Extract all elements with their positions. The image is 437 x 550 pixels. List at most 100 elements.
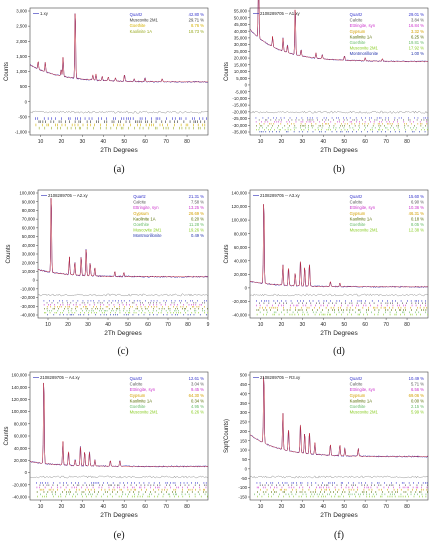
y-tick-label: 160,000 [11,373,27,378]
legend-phase-name: Muscovite 2M1 [350,410,379,415]
x-tick-label: 20 [279,504,285,510]
legend-phase-name: Kaolinite 1A [350,398,373,403]
legend-phase-value: 6.90 % [411,200,424,205]
legend-phase-name: Goethite [130,404,147,409]
legend-phase-value: 15.60 % [409,194,425,199]
y-tick-label: 90,000 [22,199,36,204]
legend-phase-value: 29.01 % [409,12,425,17]
legend-phase-value: 3.32 % [411,29,424,34]
legend-phase-name: Gypsum [350,29,366,34]
subfigure-label: (d) [333,346,345,357]
y-tick-label: -30,000 [232,123,247,128]
y-tick-label: 120,000 [11,397,27,402]
legend-phase-value: 69.06 % [409,393,425,398]
legend-phase-value: 42.80 % [189,12,205,17]
legend-title: 2108289705 -- A3.xy [260,193,301,198]
y-tick-label: 40,000 [234,29,248,34]
y-tick-label: -20,000 [232,109,247,114]
xrd-panel: 100,000 90,000 80,000 70,000 60,000 50,000 40,… [6,189,210,357]
x-tick-label: 20 [279,139,285,145]
x-tick-label: 10 [258,139,264,145]
y-tick-label: 0 [25,470,28,475]
y-tick-label: 80,000 [234,231,248,236]
legend-phase-value: 9.45 % [191,387,204,392]
legend-phase-value: 8.05 % [411,222,424,227]
legend-phase-value: 0.49 % [191,233,204,238]
y-tick-label: 400 [240,391,248,396]
x-tick-label: 40 [105,322,111,328]
y-tick-label: 100,000 [231,218,247,223]
legend-phase-name: Kaolinite 1A [130,398,153,403]
x-axis-title: 2Th Degrees [320,147,358,154]
x-axis-title: 2Th Degrees [100,147,138,154]
plot-frame [249,189,429,319]
legend-phase-name: Quartz [350,194,363,199]
y-tick-label: -30,000 [20,304,35,309]
legend-phase-value: 6.56 % [411,387,424,392]
x-tick-label: 30 [300,504,306,510]
y-tick-label: 1,500 [16,54,27,59]
x-tick-label: 70 [165,322,171,328]
y-tick-label: -15,000 [232,103,247,108]
legend-phase-value: 64.30 % [189,393,205,398]
y-tick-label: -10,000 [232,96,247,101]
y-tick-label: -20,000 [20,295,35,300]
legend-phase-value: 8.76 % [191,23,204,28]
legend-title: 2108289705 -- R3.xy [260,375,301,380]
x-tick-label: 60 [145,322,151,328]
legend-phase-value: 5.99 % [411,410,424,415]
legend-phase-value: 18.73 % [189,29,205,34]
y-axis-title: Counts [4,426,10,445]
x-tick-label: 40 [321,322,327,328]
y-tick-label: 20,000 [234,56,248,61]
legend-phase-name: Goethite [350,222,367,227]
legend-phase-name: Quartz [130,376,143,381]
legend-phase-name: Montmorillonite [350,51,379,56]
legend-title: 2108289705 -- A1.xy [260,11,301,16]
difference-curve [29,110,209,114]
y-tick-label: -40,000 [20,313,35,318]
y-tick-label: 20,000 [234,272,248,277]
legend-phase-name: Gypsum [133,211,149,216]
y-tick-label: 60,000 [234,245,248,250]
y-tick-label: 50,000 [234,15,248,20]
x-axis-title: 2Th Degrees [320,330,358,337]
x-tick-label: 10 [258,322,264,328]
legend-phase-value: 0.34 % [191,398,204,403]
y-tick-label: 0 [245,83,248,88]
y-tick-label: -150 [238,495,247,500]
legend-phase-name: Quartz [350,376,363,381]
x-tick-label: 80 [185,322,191,328]
legend-phase-name: Calcite [133,200,146,205]
legend-phase-name: Ettringite, syn [350,205,376,210]
subfigure-label: (f) [334,530,344,541]
plot-frame [29,371,209,501]
x-tick-label: 30 [80,504,86,510]
y-tick-label: 120,000 [231,204,247,209]
y-tick-label: -20,000 [232,299,247,304]
y-tick-label: 40,000 [14,446,28,451]
difference-curve [249,110,429,114]
legend-phase-value: 6.25 % [411,34,424,39]
legend-phase-name: Gypsum [130,393,146,398]
x-tick-label: 80 [404,139,410,145]
x-tick-label: 40 [321,504,327,510]
y-tick-label: 300 [240,410,248,415]
legend-phase-value: 2.15 % [411,404,424,409]
x-tick-label: 80 [184,504,190,510]
x-tick-label: 40 [101,504,107,510]
y-axis-title: Counts [224,62,230,81]
legend-phase-value: 1.00 % [411,51,424,56]
legend-phase-name: Ettringite, syn [350,387,376,392]
xrd-panel: 140,000 120,000 100,000 80,000 60,000 40,000 2… [224,189,429,357]
legend-phase-value: 17.92 % [409,46,425,51]
legend-phase-value: 12.38 % [409,228,425,233]
x-tick-label: 70 [163,139,169,145]
y-tick-label: -35,000 [232,130,247,135]
y-tick-label: 450 [240,382,248,387]
legend-phase-name: Gypsum [350,211,366,216]
legend-phase-name: Muscovite 2M1 [350,46,379,51]
y-tick-label: 70,000 [22,217,36,222]
x-tick-label: 20 [59,139,65,145]
